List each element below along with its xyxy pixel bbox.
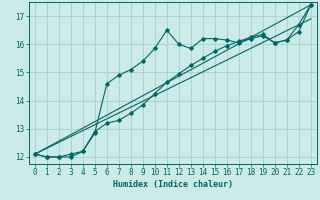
X-axis label: Humidex (Indice chaleur): Humidex (Indice chaleur) (113, 180, 233, 189)
